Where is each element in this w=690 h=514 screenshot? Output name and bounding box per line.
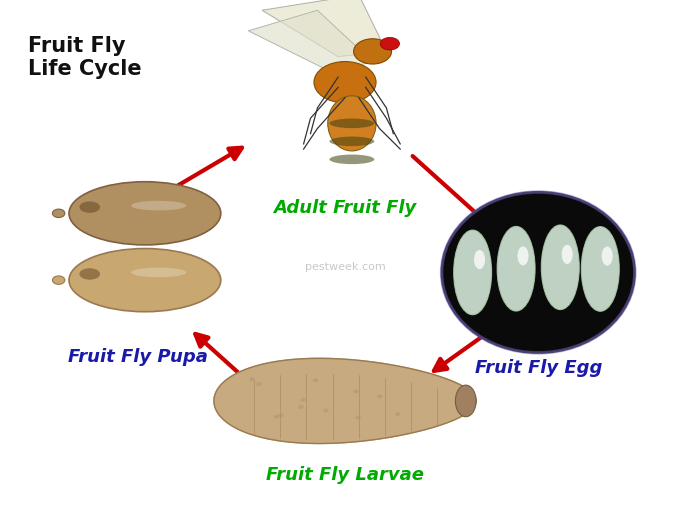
- Ellipse shape: [455, 385, 476, 417]
- Ellipse shape: [79, 201, 100, 213]
- Ellipse shape: [313, 378, 318, 382]
- Text: Adult Fruit Fly: Adult Fruit Fly: [273, 199, 417, 217]
- Text: pestweek.com: pestweek.com: [304, 262, 386, 272]
- Ellipse shape: [380, 38, 400, 50]
- Ellipse shape: [69, 249, 221, 311]
- Ellipse shape: [330, 119, 375, 128]
- Ellipse shape: [562, 245, 573, 264]
- Ellipse shape: [454, 230, 492, 315]
- Ellipse shape: [274, 415, 279, 418]
- Ellipse shape: [581, 227, 620, 311]
- Polygon shape: [262, 0, 386, 57]
- Ellipse shape: [323, 409, 328, 412]
- Ellipse shape: [278, 414, 284, 417]
- Ellipse shape: [131, 201, 186, 210]
- Ellipse shape: [300, 398, 306, 402]
- Text: Fruit Fly
Life Cycle: Fruit Fly Life Cycle: [28, 36, 141, 79]
- Ellipse shape: [518, 246, 529, 265]
- Ellipse shape: [542, 225, 580, 309]
- Ellipse shape: [328, 96, 376, 151]
- Ellipse shape: [353, 39, 392, 64]
- Text: Fruit Fly Pupa: Fruit Fly Pupa: [68, 348, 208, 366]
- Ellipse shape: [131, 268, 186, 277]
- Ellipse shape: [69, 182, 221, 245]
- Ellipse shape: [330, 155, 375, 164]
- Ellipse shape: [395, 412, 400, 416]
- Ellipse shape: [474, 250, 485, 269]
- Ellipse shape: [355, 416, 361, 419]
- Text: Fruit Fly Egg: Fruit Fly Egg: [475, 358, 602, 377]
- Ellipse shape: [602, 247, 613, 266]
- Ellipse shape: [497, 227, 535, 311]
- Ellipse shape: [377, 394, 382, 398]
- Ellipse shape: [79, 268, 100, 280]
- Ellipse shape: [314, 62, 376, 103]
- Polygon shape: [214, 358, 476, 444]
- Text: Fruit Fly Larvae: Fruit Fly Larvae: [266, 466, 424, 485]
- Ellipse shape: [52, 276, 65, 284]
- Ellipse shape: [249, 377, 255, 381]
- Polygon shape: [248, 10, 373, 72]
- Ellipse shape: [353, 390, 359, 393]
- Ellipse shape: [256, 382, 262, 386]
- Ellipse shape: [52, 209, 65, 217]
- Ellipse shape: [298, 405, 304, 409]
- Ellipse shape: [442, 192, 635, 353]
- Ellipse shape: [330, 137, 375, 146]
